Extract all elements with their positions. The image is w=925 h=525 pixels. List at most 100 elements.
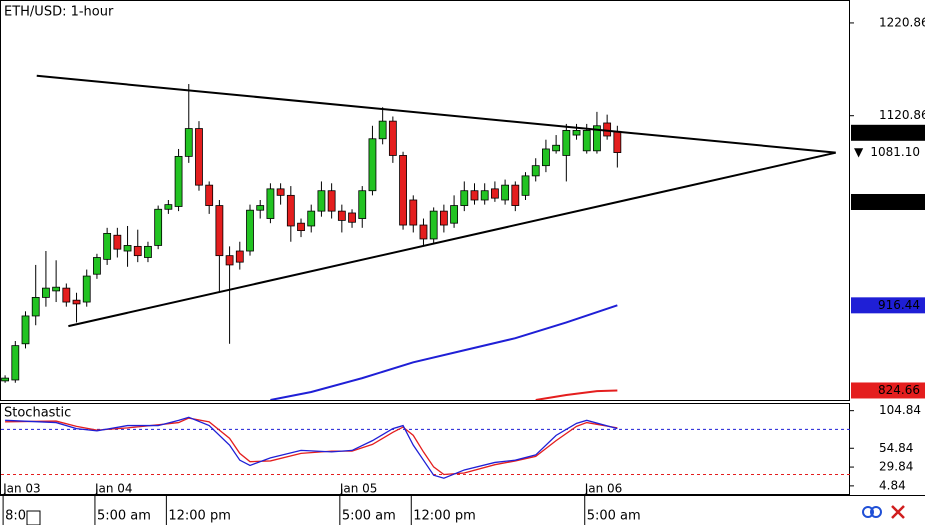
plot-area <box>1 416 850 479</box>
stochastic-panel <box>0 403 850 495</box>
link-icon[interactable] <box>870 506 882 518</box>
stochastic-line <box>5 417 618 476</box>
price-marker-label: 1027.84 <box>870 194 920 208</box>
candle-body <box>429 210 438 240</box>
x-tick-label: 5:00 am <box>342 509 396 524</box>
candle-body <box>215 205 224 257</box>
candle-body <box>246 209 254 252</box>
date-label: Jan 04 <box>94 482 133 496</box>
candle-body <box>409 199 418 226</box>
candle-body <box>144 245 152 258</box>
link-icon[interactable] <box>862 506 874 518</box>
toolbar-icons[interactable] <box>862 505 905 519</box>
candle-body <box>582 130 591 152</box>
trendline <box>36 74 836 154</box>
candle-body <box>297 222 305 232</box>
stochastic-line <box>5 416 618 479</box>
price-marker <box>851 124 925 141</box>
x-tick-label: 8:0 <box>5 509 26 524</box>
y-tick-label: 1120.86 <box>879 108 925 122</box>
x-tick-label: 12:00 pm <box>168 509 231 524</box>
x-tick-label: 5:00 am <box>587 509 641 524</box>
candle-body <box>62 287 71 303</box>
candle-body <box>235 250 244 263</box>
date-label: Jan 06 <box>584 482 623 496</box>
price-marker <box>851 382 925 399</box>
price-panel <box>0 0 850 401</box>
date-label: Jan 05 <box>339 482 378 496</box>
candle-body <box>378 120 387 140</box>
candle-body <box>562 130 571 156</box>
close-icon[interactable] <box>891 505 905 519</box>
candle-body <box>501 184 510 201</box>
cursor-box <box>26 510 41 525</box>
y-tick-label: 54.84 <box>879 441 913 455</box>
candle-body <box>256 205 265 211</box>
candle-body <box>82 275 91 303</box>
candle-body <box>123 245 132 252</box>
candle-body <box>490 188 499 199</box>
y-tick-label: 29.84 <box>879 460 913 474</box>
candle-body <box>511 184 520 206</box>
candle-body <box>103 232 112 260</box>
candle-body <box>470 190 479 201</box>
candle-body <box>521 175 530 196</box>
candle-body <box>399 155 407 226</box>
candle-body <box>133 245 142 257</box>
candle-body <box>388 120 397 156</box>
candle-body <box>542 148 550 167</box>
plot-area <box>1 74 836 400</box>
price-marker-label: 1081.10 <box>870 145 920 159</box>
panel-title: Stochastic <box>4 406 71 421</box>
date-label: Jan 03 <box>2 482 41 496</box>
candle-body <box>1 377 10 382</box>
candle-body <box>572 130 581 136</box>
candle-body <box>480 190 489 201</box>
candle-body <box>174 155 183 207</box>
candle-body <box>307 210 316 227</box>
candle-body <box>286 194 295 227</box>
candle-body <box>93 257 101 275</box>
y-tick-label: 4.84 <box>879 478 906 492</box>
candle-body <box>348 212 356 223</box>
price-marker-label: 916.44 <box>878 298 920 312</box>
price-marker <box>851 297 925 314</box>
x-tick-label: 5:00 am <box>97 509 151 524</box>
candle-body <box>266 188 275 219</box>
x-tick-label: 12:00 pm <box>413 509 476 524</box>
candle-body <box>460 190 469 206</box>
price-marker <box>851 193 925 210</box>
price-marker-label: 824.66 <box>878 383 920 397</box>
candle-body <box>419 224 428 240</box>
y-tick-label: 104.84 <box>879 403 921 417</box>
candle-body <box>225 255 234 266</box>
candle-body <box>593 125 601 152</box>
candle-body <box>184 128 193 157</box>
price-marker <box>851 144 925 161</box>
moving-average <box>535 389 618 400</box>
candle-body <box>205 184 214 206</box>
candle-body <box>439 210 448 226</box>
candle-body <box>337 210 346 221</box>
y-tick-label: 1220.86 <box>879 15 925 29</box>
price-marker-label: 1102.43 <box>870 125 920 139</box>
candle-body <box>531 165 540 177</box>
candle-body <box>52 286 61 292</box>
candle-body <box>368 138 377 192</box>
candle-body <box>317 190 326 212</box>
candle-body <box>21 315 30 345</box>
marker-arrow: ▼ <box>854 145 864 159</box>
candle-body <box>164 204 173 210</box>
chart-title: ETH/USD: 1-hour <box>4 5 114 20</box>
candle-body <box>358 190 367 219</box>
candle-body <box>327 190 336 212</box>
candle-body <box>552 144 561 152</box>
candle-body <box>195 128 203 186</box>
trendline <box>68 151 836 328</box>
candle-body <box>154 208 163 246</box>
candle-body <box>42 287 50 298</box>
candle-body <box>31 296 40 317</box>
candle-body <box>113 234 122 250</box>
candle-body <box>276 188 285 196</box>
